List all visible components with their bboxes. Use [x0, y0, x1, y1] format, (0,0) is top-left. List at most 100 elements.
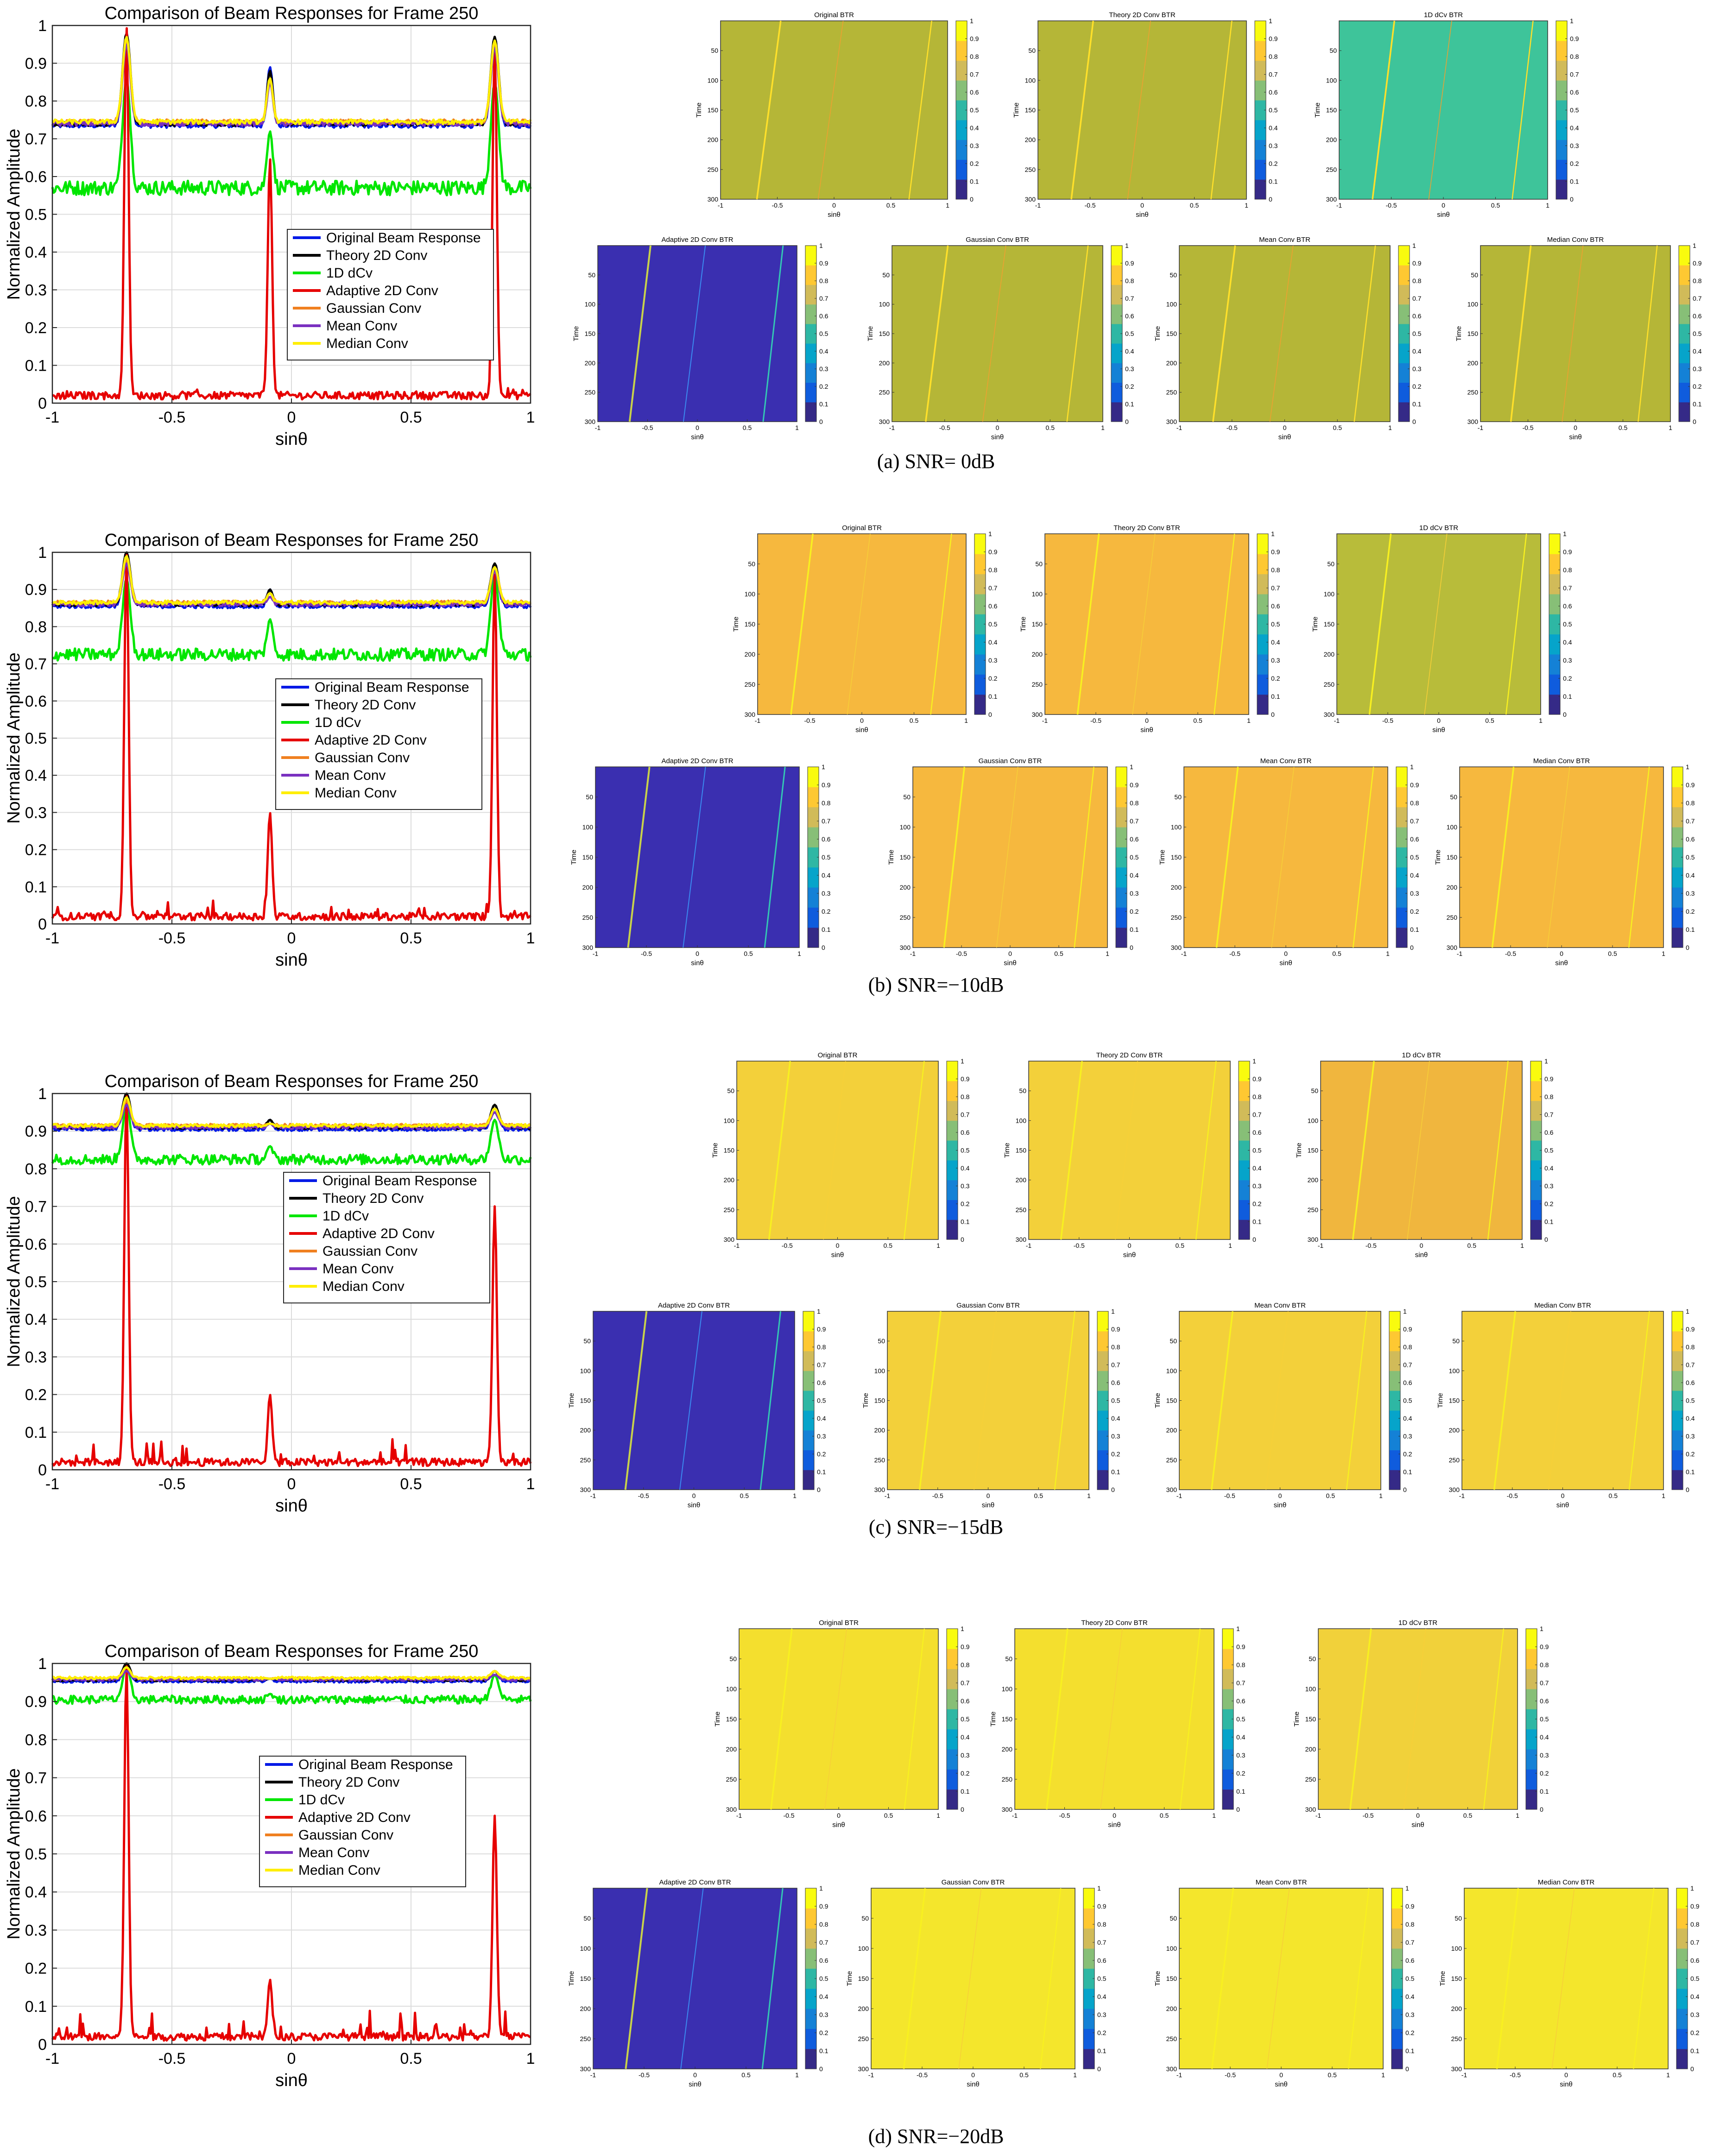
- colorbar-segment: [1672, 907, 1683, 928]
- colorbar-tick-label: 0.1: [1271, 693, 1280, 700]
- target-track: [903, 1888, 926, 2069]
- btr-tick-label-x: 0: [1420, 1242, 1423, 1249]
- colorbar-tick-label: 1: [819, 1884, 823, 1892]
- colorbar-segment: [1679, 246, 1690, 266]
- btr-tick-label-x: 0: [1416, 1812, 1420, 1819]
- btr-tick-label-y: 200: [1467, 359, 1479, 367]
- btr-tick-label-x: 0.5: [1467, 1242, 1477, 1249]
- target-track: [1352, 1061, 1375, 1240]
- colorbar-tick-label: 0.5: [1693, 330, 1702, 337]
- colorbar-tick-label: 0.7: [1403, 1361, 1412, 1369]
- colorbar-segment: [1111, 343, 1122, 363]
- btr-tick-label-x: -1: [1026, 1242, 1032, 1249]
- btr-tick-label-y: 50: [1170, 1915, 1177, 1922]
- colorbar-tick-label: 0.6: [1693, 312, 1702, 320]
- btr-tick-label-x: 1: [795, 424, 799, 431]
- colorbar-segment: [1672, 927, 1683, 948]
- tick-label-y: 0.4: [25, 767, 47, 784]
- target-track: [1368, 533, 1392, 715]
- btr-tick-label-y: 50: [903, 793, 911, 801]
- btr-tick-label-x: 0.5: [1160, 1812, 1169, 1819]
- colorbar-segment: [1396, 787, 1407, 808]
- target-track: [625, 1888, 648, 2069]
- btr-y-label: Time: [570, 850, 578, 865]
- colorbar-tick-label: 0.1: [1097, 2047, 1107, 2055]
- tick-label-x: -0.5: [158, 929, 186, 947]
- colorbar-tick-label: 0.8: [1544, 1093, 1554, 1100]
- colorbar-tick-label: 0.1: [1130, 926, 1139, 933]
- btr-tick-label-x: 0: [996, 424, 999, 431]
- legend-box: [259, 1756, 466, 1887]
- target-track: [768, 1061, 791, 1240]
- colorbar-tick-label: 0.8: [988, 566, 998, 574]
- btr-image: [892, 245, 1103, 422]
- colorbar-tick-label: 0.9: [1252, 1075, 1262, 1083]
- btr-tick-label-y: 300: [1025, 196, 1036, 203]
- colorbar-segment: [1549, 634, 1560, 655]
- btr-x-label: sinθ: [1560, 2080, 1573, 2088]
- colorbar-tick-label: 0.9: [1412, 259, 1422, 267]
- btr-panel: Adaptive 2D Conv BTR50100150200250300-1-…: [568, 1302, 826, 1509]
- colorbar-tick-label: 0.7: [1693, 295, 1702, 302]
- btr-x-label: sinθ: [1004, 959, 1017, 967]
- legend-label: Gaussian Conv: [323, 1244, 417, 1259]
- colorbar-tick-label: 0.9: [1111, 1326, 1120, 1333]
- btr-tick-label-x: 0.5: [1485, 717, 1494, 724]
- colorbar-tick-label: 0.1: [1405, 2047, 1415, 2055]
- btr-tick-label-x: -1: [1176, 1492, 1183, 1499]
- colorbar-tick-label: 0.9: [1130, 781, 1139, 789]
- btr-tick-label-y: 100: [1166, 301, 1177, 308]
- colorbar-tick-label: 0.3: [1563, 657, 1572, 664]
- colorbar-tick-label: 0.4: [822, 872, 831, 879]
- colorbar-tick-label: 0.8: [1271, 566, 1280, 574]
- btr-tick-label-y: 150: [1002, 1715, 1013, 1723]
- btr-tick-label-x: 0.5: [1608, 950, 1617, 957]
- tick-label-x: 1: [526, 2050, 535, 2067]
- btr-y-label: Time: [732, 617, 740, 632]
- btr-tick-label-y: 150: [1467, 330, 1479, 337]
- y-axis-label: Normalized Amplitude: [4, 1768, 24, 1940]
- btr-panel-title: Gaussian Conv BTR: [942, 1878, 1005, 1886]
- colorbar-tick-label: 0.5: [1252, 1147, 1262, 1154]
- target-track: [1562, 245, 1584, 422]
- target-track: [817, 20, 844, 200]
- colorbar-tick-label: 0.3: [1125, 365, 1134, 373]
- colorbar-tick-label: 0.4: [1252, 1164, 1262, 1172]
- colorbar-tick-label: 0.6: [1111, 1379, 1120, 1386]
- btr-panel-title: 1D dCv BTR: [1398, 1619, 1437, 1627]
- y-axis-label: Normalized Amplitude: [4, 129, 24, 300]
- btr-tick-label-y: 250: [1305, 1776, 1316, 1783]
- subfigure-caption: (d) SNR=−20dB: [868, 2125, 1004, 2148]
- colorbar-tick-label: 0.2: [1403, 1450, 1412, 1458]
- btr-tick-label-x: 1: [946, 202, 949, 209]
- btr-tick-label-y: 200: [708, 136, 719, 144]
- target-track: [1510, 245, 1532, 422]
- colorbar-segment: [1239, 1100, 1250, 1121]
- target-track: [770, 1628, 793, 1810]
- btr-tick-label-x: -1: [593, 950, 599, 957]
- colorbar-tick-label: 0.2: [1111, 1450, 1120, 1458]
- btr-panel: Median Conv BTR 50 100 150 200 250 300-1 -0.5 0 0…: [1455, 236, 1702, 441]
- colorbar-tick-label: 0.4: [1269, 124, 1278, 132]
- colorbar-tick-label: 0.7: [1540, 1679, 1549, 1687]
- series-line-mean-conv: [51, 1670, 531, 1682]
- colorbar-tick-label: 1: [1693, 242, 1696, 249]
- colorbar-tick-label: 0.5: [1405, 1975, 1415, 1982]
- colorbar-tick-label: 0.1: [822, 926, 831, 933]
- colorbar-tick-label: 0.2: [1690, 2029, 1700, 2036]
- colorbar-segment: [803, 1371, 814, 1391]
- target-track: [1266, 1888, 1290, 2069]
- colorbar-segment: [805, 2049, 816, 2069]
- btr-tick-label-x: 1: [1539, 717, 1543, 724]
- colorbar-segment: [1239, 1160, 1250, 1181]
- btr-panel: Median Conv BTR 50 100 150 200 250 300-1 -0.5 0 0…: [1439, 1878, 1700, 2088]
- colorbar-tick-label: 0: [1686, 1486, 1689, 1493]
- colorbar-segment: [1672, 767, 1683, 787]
- colorbar-tick-label: 0.3: [819, 365, 829, 373]
- colorbar-segment: [808, 827, 819, 847]
- colorbar-tick-label: 0.2: [1252, 1200, 1262, 1208]
- series-line-1d-dcv: [51, 573, 532, 662]
- tick-label-x: -1: [45, 2050, 59, 2067]
- btr-panel: Original BTR 50 100 150 200 250 300-1 -0.5 0 0.5 1…: [711, 1051, 970, 1259]
